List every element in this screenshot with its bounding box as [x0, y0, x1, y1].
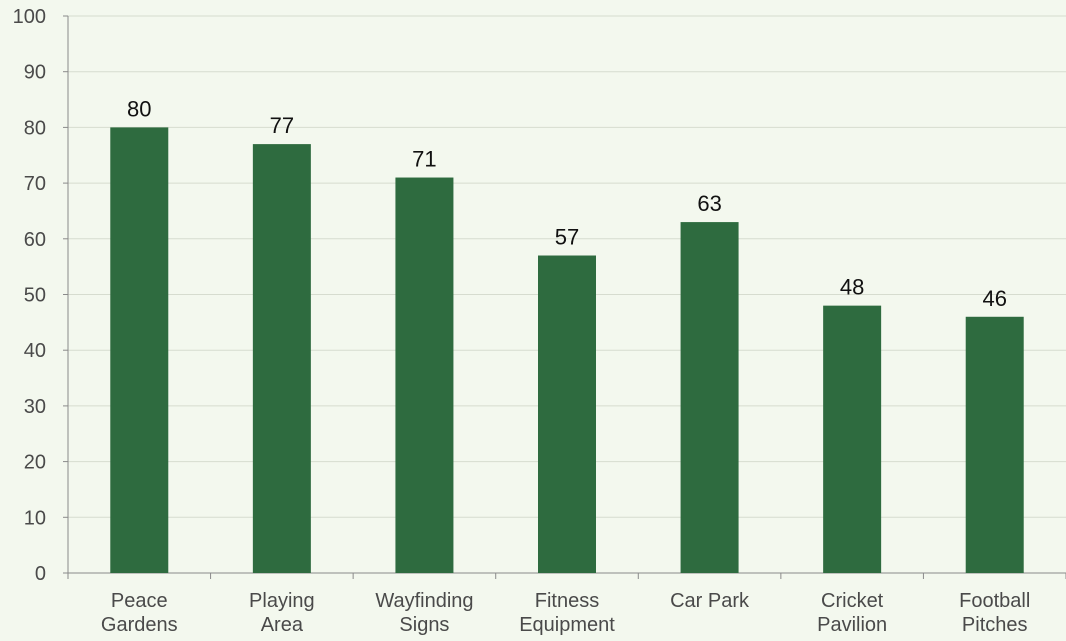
- y-tick-label: 90: [24, 62, 46, 84]
- x-tick-label: Playing Area: [249, 590, 315, 636]
- data-label: 57: [555, 225, 579, 250]
- data-label: 63: [697, 191, 721, 216]
- y-tick-label: 100: [13, 6, 46, 28]
- x-tick-label: Cricket Pavilion: [817, 590, 887, 636]
- y-tick-label: 20: [24, 452, 46, 474]
- x-tick-label: Fitness Equipment: [519, 590, 615, 636]
- data-label: 48: [840, 275, 864, 300]
- bar: [395, 177, 454, 573]
- data-label: 80: [127, 96, 151, 121]
- y-tick-label: 30: [24, 396, 46, 418]
- bar: [680, 222, 739, 573]
- data-label: 71: [412, 147, 436, 172]
- x-tick-label: Peace Gardens: [101, 590, 178, 636]
- bar: [538, 255, 596, 573]
- y-tick-label: 0: [35, 563, 46, 585]
- x-tick-label: Car Park: [670, 590, 750, 612]
- y-tick-label: 10: [24, 507, 46, 529]
- y-tick-label: 50: [24, 285, 46, 307]
- y-tick-label: 60: [24, 229, 46, 251]
- bar: [252, 144, 311, 574]
- x-tick-label: Wayfinding Signs: [375, 590, 473, 636]
- y-tick-label: 80: [24, 117, 46, 139]
- data-label: 46: [982, 286, 1006, 311]
- bar: [110, 127, 169, 574]
- x-tick-label: Football Pitches: [959, 590, 1030, 636]
- bar: [823, 305, 882, 573]
- y-tick-label: 70: [24, 173, 46, 195]
- bar: [965, 316, 1024, 573]
- y-tick-label: 40: [24, 340, 46, 362]
- data-label: 77: [270, 113, 294, 138]
